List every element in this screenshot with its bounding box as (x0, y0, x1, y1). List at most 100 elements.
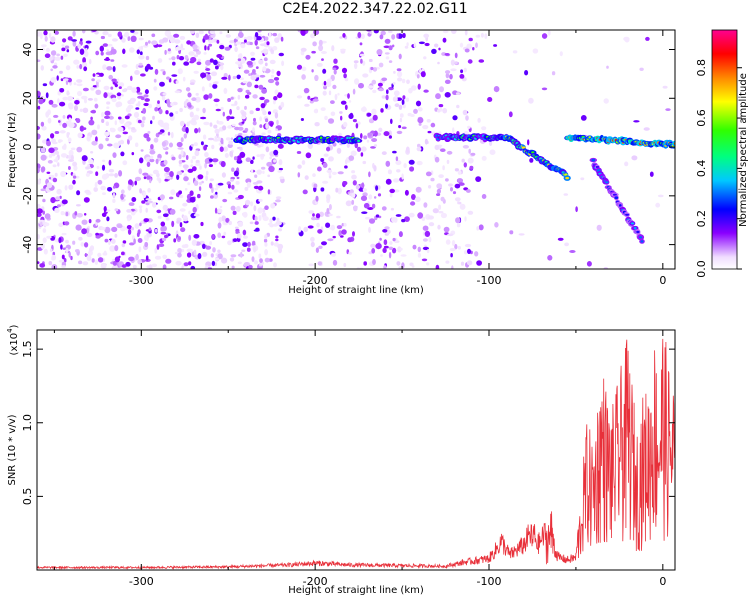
noise-blob (408, 87, 413, 94)
noise-blob (257, 145, 262, 148)
noise-blob (252, 121, 257, 126)
noise-blob (205, 245, 212, 250)
noise-blob (222, 125, 227, 131)
noise-blob (341, 229, 347, 235)
noise-blob (122, 88, 127, 93)
noise-blob (296, 151, 302, 154)
noise-blob (392, 247, 397, 254)
noise-blob (171, 156, 176, 161)
noise-blob (48, 56, 54, 61)
noise-blob (217, 136, 221, 142)
noise-blob (64, 185, 68, 191)
noise-blob (40, 147, 46, 153)
noise-blob (176, 55, 180, 60)
noise-blob (258, 215, 262, 221)
noise-blob (417, 253, 421, 258)
noise-blob (245, 199, 251, 206)
noise-blob (221, 257, 228, 264)
noise-blob (643, 127, 650, 131)
noise-blob (195, 162, 201, 166)
noise-blob (188, 261, 192, 266)
noise-blob (340, 48, 346, 52)
noise-blob (395, 160, 402, 166)
noise-blob (418, 41, 425, 45)
noise-blob (225, 34, 231, 38)
noise-blob (223, 146, 229, 152)
noise-blob (434, 144, 440, 151)
noise-blob (393, 70, 396, 74)
noise-blob (250, 51, 255, 56)
noise-blob (312, 41, 317, 47)
noise-blob (173, 33, 180, 38)
noise-blob (417, 212, 424, 219)
noise-blob (246, 60, 253, 66)
noise-blob (468, 148, 472, 154)
noise-blob (234, 100, 238, 106)
noise-blob (65, 65, 71, 71)
noise-blob (182, 202, 188, 207)
noise-blob (493, 44, 498, 47)
noise-blob (48, 99, 54, 105)
x-tick-label: -300 (129, 575, 154, 588)
noise-blob (328, 204, 332, 211)
noise-blob (59, 101, 66, 107)
y-tick-label: 20 (21, 91, 34, 105)
noise-blob (268, 258, 273, 262)
noise-blob (37, 208, 43, 214)
noise-blob (210, 195, 214, 199)
noise-blob (407, 112, 412, 117)
noise-blob (157, 215, 162, 219)
noise-blob (130, 35, 137, 42)
noise-blob (326, 78, 333, 83)
noise-blob (105, 51, 113, 56)
noise-blob (108, 173, 115, 177)
noise-blob (411, 265, 415, 268)
noise-blob (144, 235, 148, 241)
noise-blob (149, 150, 156, 155)
noise-blob (150, 155, 154, 160)
noise-blob (78, 236, 83, 241)
noise-blob (438, 174, 444, 179)
noise-blob (231, 123, 236, 127)
noise-blob (304, 103, 310, 107)
noise-blob (267, 129, 272, 134)
noise-blob (106, 49, 110, 52)
noise-blob (391, 216, 397, 223)
signal-blob-core (612, 193, 617, 196)
noise-blob (235, 205, 241, 212)
noise-blob (353, 205, 358, 212)
noise-blob (362, 188, 367, 192)
noise-blob (346, 143, 350, 148)
noise-blob (322, 162, 328, 168)
noise-blob (79, 48, 85, 55)
noise-blob (152, 115, 155, 120)
noise-blob (103, 85, 110, 91)
noise-blob (267, 78, 275, 84)
noise-blob (68, 166, 71, 170)
noise-blob (368, 58, 373, 63)
noise-blob (177, 248, 182, 253)
noise-blob (145, 198, 152, 201)
noise-blob (350, 150, 357, 157)
noise-blob (273, 77, 280, 81)
noise-blob (352, 231, 355, 237)
noise-blob (321, 241, 327, 246)
noise-blob (174, 39, 181, 44)
noise-blob (484, 33, 488, 39)
noise-blob (91, 30, 97, 33)
noise-blob (63, 53, 68, 57)
noise-blob (262, 48, 269, 54)
noise-blob (178, 56, 185, 61)
noise-blob (422, 246, 429, 251)
noise-blob (108, 74, 113, 80)
noise-blob (343, 73, 347, 79)
noise-blob (235, 61, 241, 65)
noise-blob (265, 36, 269, 41)
noise-blob (111, 78, 117, 83)
noise-blob (244, 127, 249, 132)
noise-blob (427, 130, 432, 134)
noise-blob (363, 135, 368, 140)
noise-blob (396, 169, 401, 173)
noise-blob (452, 191, 457, 195)
